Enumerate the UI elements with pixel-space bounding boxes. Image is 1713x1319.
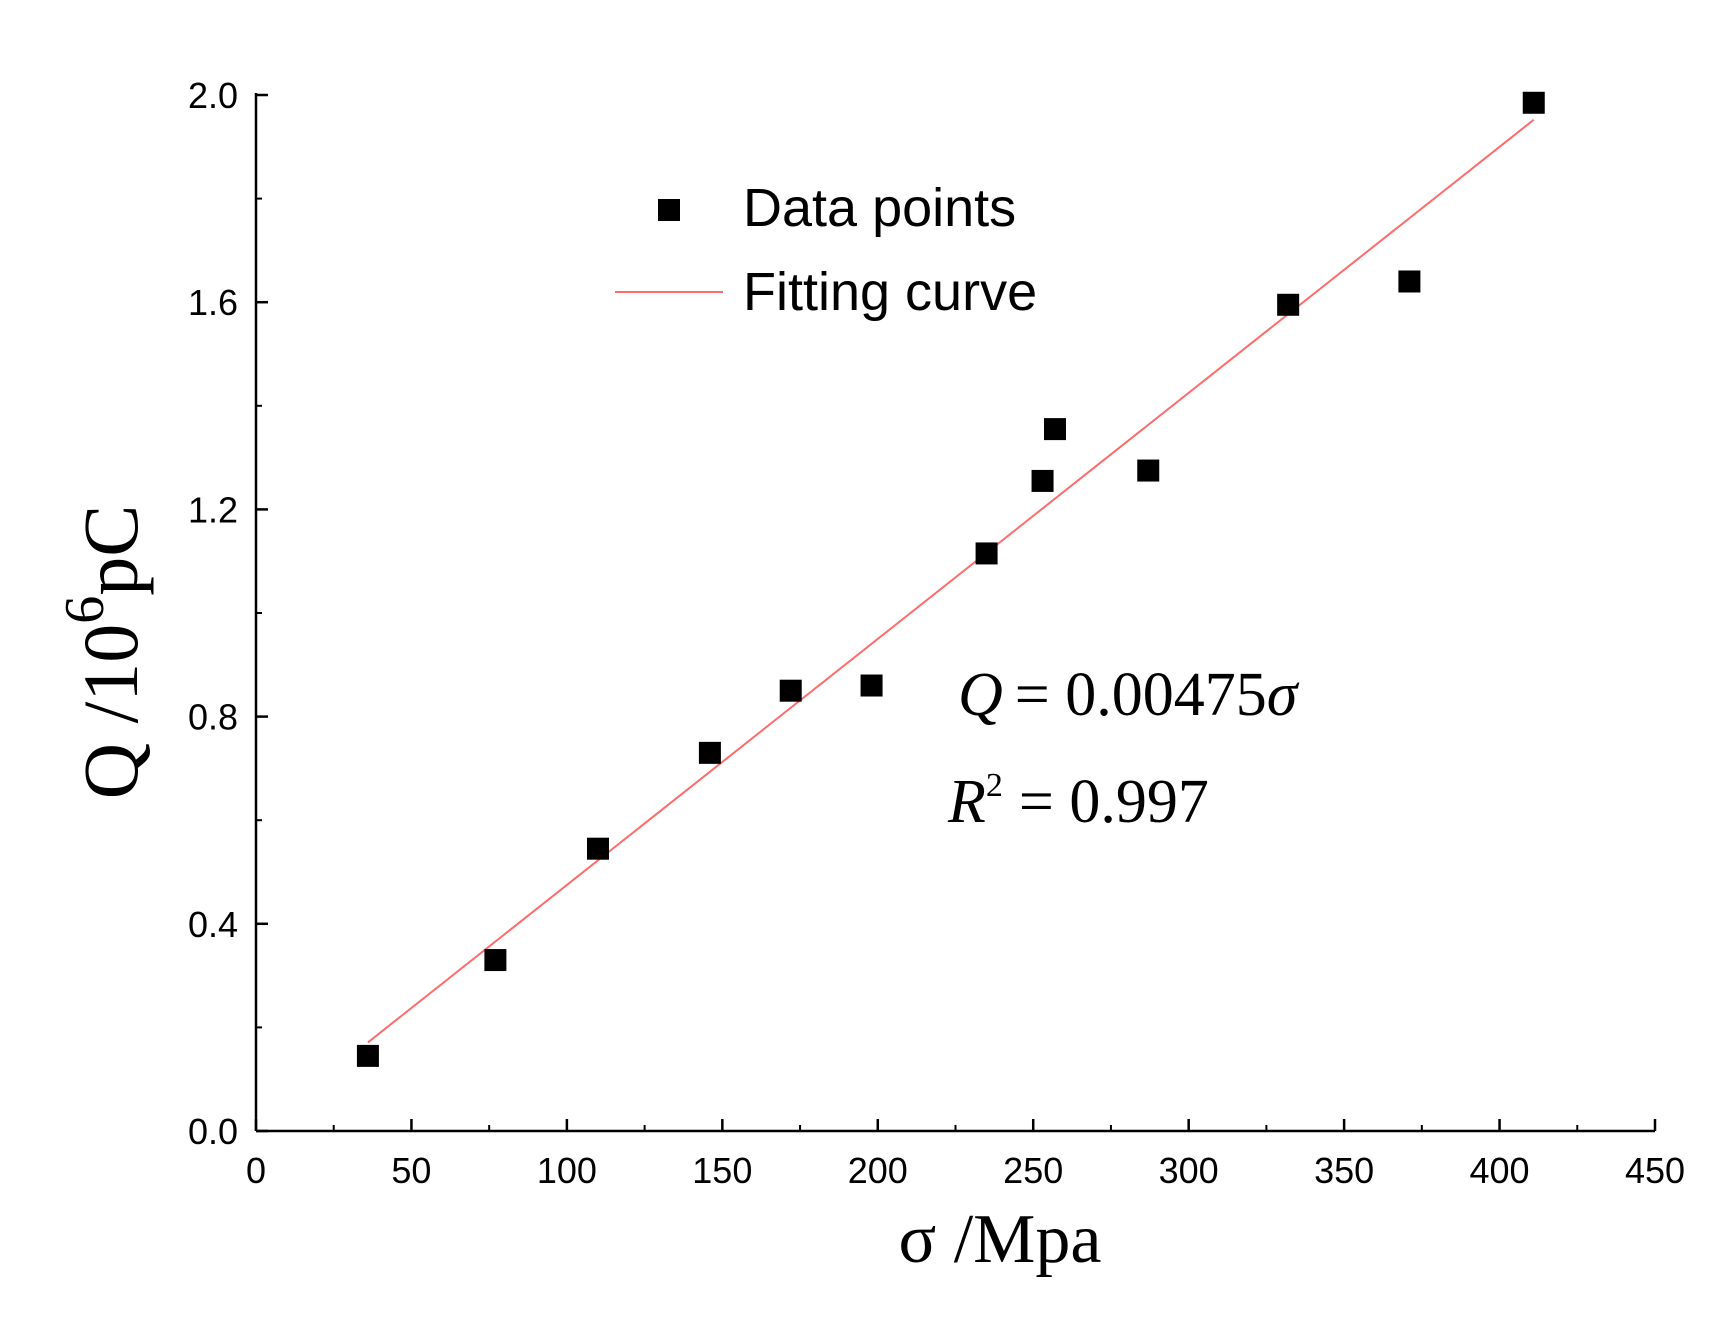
y-tick-label: 0.4 [188,904,238,945]
equation-var: σ [1267,661,1300,729]
y-tick-label: 2.0 [188,75,238,116]
x-tick-label: 200 [848,1150,908,1191]
x-tick-label: 100 [537,1150,597,1191]
data-point [1277,293,1300,316]
legend-label-fitting-curve: Fitting curve [743,262,1037,322]
data-point [586,837,609,860]
x-tick-label: 0 [246,1150,266,1191]
data-point [1043,418,1066,441]
x-tick-label: 400 [1470,1150,1530,1191]
data-point [484,949,507,972]
data-point [975,542,998,565]
equation-rhs: = 0.00475 [1015,661,1267,729]
y-tick-label: 0.8 [188,697,238,738]
x-tick-label: 350 [1314,1150,1374,1191]
r-squared-text: R2 = 0.997 [947,767,1209,836]
axes [254,93,1655,1133]
data-point [698,741,721,764]
equation-annotation: Q = 0.00475σ R2 = 0.997 [947,661,1300,836]
data-point [779,679,802,702]
y-axis-title-sup: 6 [54,596,116,624]
y-tick-label: 0.0 [188,1111,238,1152]
y-axis-title-group: Q /106pC [54,505,154,800]
equation-text: Q = 0.00475σ [958,661,1300,729]
y-tick-label: 1.6 [188,282,238,323]
legend: Data points Fitting curve [615,178,1037,322]
y-tick-label: 1.2 [188,489,238,530]
x-tick-label: 50 [391,1150,431,1191]
data-point [356,1044,379,1067]
y-axis-ticks: 0.0 0.4 0.8 1.2 1.6 2.0 [188,75,268,1152]
r2-rhs: = 0.997 [1019,768,1209,836]
fitting-curve-line [367,118,1535,1044]
data-points-group [356,91,1545,1067]
y-axis-title-main: Q /10 [67,624,154,800]
legend-label-data-points: Data points [743,178,1016,238]
legend-marker-square [658,199,680,221]
y-axis-title-unit: pC [67,505,154,596]
x-axis-title: σ /Mpa [899,1201,1102,1278]
r2-lhs: R [947,768,986,836]
x-tick-label: 450 [1625,1150,1685,1191]
data-point [1522,91,1545,114]
fitting-curve-group [367,118,1535,1044]
data-point [1137,459,1160,482]
x-tick-label: 300 [1159,1150,1219,1191]
data-point [1398,270,1421,293]
y-axis-title: Q /106pC [54,505,154,800]
x-axis-ticks: 0 50 100 150 200 250 300 350 400 450 [246,1119,1685,1191]
data-point [1031,469,1054,492]
x-tick-label: 250 [1003,1150,1063,1191]
equation-lhs: Q [958,661,1003,729]
data-point [860,674,883,697]
x-tick-label: 150 [692,1150,752,1191]
r2-sup: 2 [986,767,1003,804]
